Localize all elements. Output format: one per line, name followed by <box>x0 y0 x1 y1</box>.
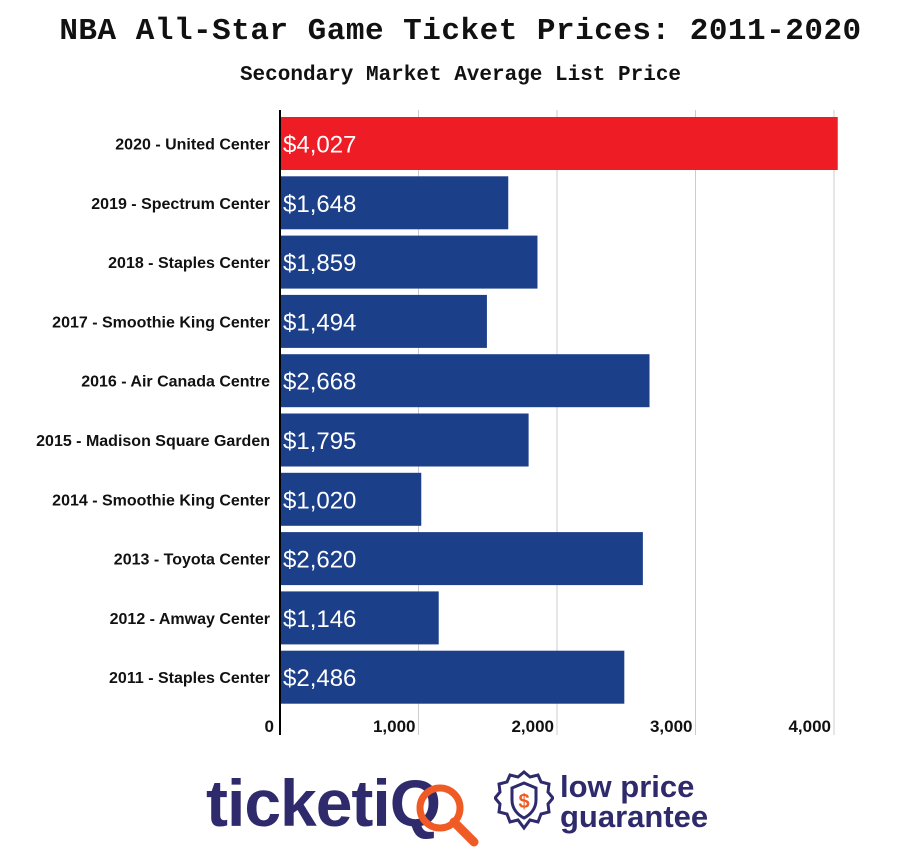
bar-value-label: $1,648 <box>283 191 356 218</box>
bar <box>280 650 625 704</box>
category-label: 2016 - Air Canada Centre <box>81 374 270 391</box>
magnifier-icon <box>416 784 479 847</box>
category-label: 2015 - Madison Square Garden <box>36 433 270 450</box>
bars: $4,027 $1,648 $1,859 $1,494 $2,668 $1,795 $1,0… <box>280 117 838 704</box>
chart-title: NBA All-Star Game Ticket Prices: 2011-20… <box>59 14 862 49</box>
badge-dollar-sign: $ <box>518 791 529 813</box>
category-label: 2014 - Smoothie King Center <box>52 492 270 509</box>
category-label: 2020 - United Center <box>115 137 270 154</box>
category-label: 2019 - Spectrum Center <box>91 196 270 213</box>
bar-value-label: $1,859 <box>283 250 356 277</box>
bar <box>280 117 838 170</box>
brand-footer: ticketiQ $ low price guarantee <box>0 760 921 850</box>
x-axis-ticks: 0 1,000 2,000 3,000 4,000 <box>265 717 831 736</box>
bar <box>280 591 439 645</box>
category-label: 2013 - Toyota Center <box>114 552 270 569</box>
bar-value-label: $1,494 <box>283 309 356 336</box>
category-label: 2011 - Staples Center <box>109 670 270 687</box>
shield-dollar-icon: $ <box>494 770 554 831</box>
bar <box>280 413 529 467</box>
logo-text-ticket: ticket <box>206 766 373 840</box>
slogan-line-1: low price <box>560 769 695 804</box>
ticketiq-logo: ticketiQ <box>206 766 441 840</box>
bar-chart: $4,027 $1,648 $1,859 $1,494 $2,668 $1,795 $1,0… <box>36 110 838 736</box>
bar <box>280 354 650 408</box>
bar-value-label: $2,668 <box>283 369 356 396</box>
bar-value-label: $4,027 <box>283 132 356 159</box>
bar-value-label: $1,146 <box>283 606 356 633</box>
bar <box>280 235 538 289</box>
bar-value-label: $1,795 <box>283 428 356 455</box>
bar <box>280 176 509 230</box>
chart-subtitle: Secondary Market Average List Price <box>239 64 682 87</box>
bar-value-label: $1,020 <box>283 487 356 514</box>
x-tick-label: 2,000 <box>511 717 554 736</box>
category-label: 2018 - Staples Center <box>108 255 270 272</box>
bar <box>280 294 487 348</box>
category-label: 2012 - Amway Center <box>110 611 270 628</box>
bar-value-label: $2,620 <box>283 547 356 574</box>
bar <box>280 472 422 526</box>
bar-value-label: $2,486 <box>283 665 356 692</box>
x-tick-label: 1,000 <box>373 717 416 736</box>
x-tick-label: 4,000 <box>788 717 831 736</box>
slogan-line-2: guarantee <box>560 799 709 834</box>
slogan: low price guarantee <box>560 769 709 834</box>
bar <box>280 532 643 586</box>
category-label: 2017 - Smoothie King Center <box>52 314 270 331</box>
x-tick-label: 0 <box>265 717 274 736</box>
category-labels: 2020 - United Center 2019 - Spectrum Cent… <box>36 137 270 688</box>
x-tick-label: 3,000 <box>650 717 693 736</box>
